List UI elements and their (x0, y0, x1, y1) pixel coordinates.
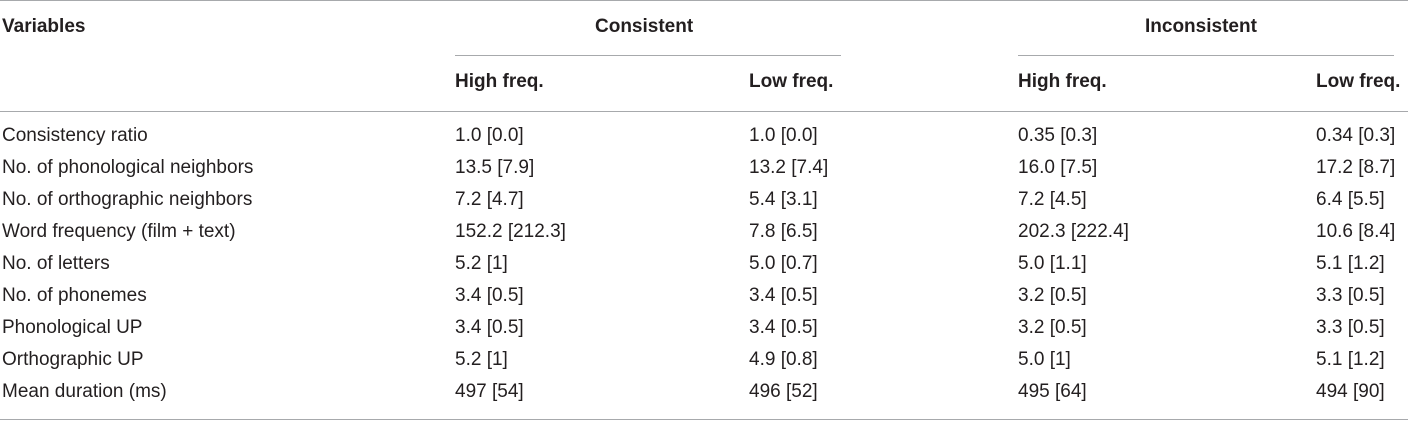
inconsistent-group-header: Inconsistent (1145, 16, 1257, 37)
bottom-rule (0, 419, 1408, 420)
top-rule (0, 0, 1408, 1)
row-label: Orthographic UP (2, 349, 144, 370)
table-cell: 3.3 [0.5] (1316, 285, 1385, 306)
row-label: No. of phonemes (2, 285, 147, 306)
row-label: No. of orthographic neighbors (2, 189, 253, 210)
table-cell: 3.2 [0.5] (1018, 317, 1087, 338)
row-label: Consistency ratio (2, 125, 148, 146)
table-cell: 0.34 [0.3] (1316, 125, 1396, 146)
row-label: Phonological UP (2, 317, 143, 338)
table-cell: 7.2 [4.7] (455, 189, 524, 210)
table-cell: 4.9 [0.8] (749, 349, 818, 370)
inconsistent-group-rule (1018, 55, 1394, 56)
table-cell: 496 [52] (749, 381, 818, 402)
table-cell: 3.4 [0.5] (455, 285, 524, 306)
table-cell: 495 [64] (1018, 381, 1087, 402)
header-rule (0, 111, 1408, 112)
table-cell: 5.0 [1.1] (1018, 253, 1087, 274)
subheader-consistent-low: Low freq. (749, 71, 834, 92)
table-cell: 17.2 [8.7] (1316, 157, 1396, 178)
table-cell: 3.2 [0.5] (1018, 285, 1087, 306)
table-cell: 16.0 [7.5] (1018, 157, 1098, 178)
table-cell: 5.1 [1.2] (1316, 253, 1385, 274)
table-cell: 3.3 [0.5] (1316, 317, 1385, 338)
subheader-inconsistent-low: Low freq. (1316, 71, 1401, 92)
table-cell: 7.2 [4.5] (1018, 189, 1087, 210)
variables-header: Variables (2, 16, 86, 37)
row-label: No. of letters (2, 253, 110, 274)
table-cell: 3.4 [0.5] (455, 317, 524, 338)
row-label: No. of phonological neighbors (2, 157, 254, 178)
row-label: Word frequency (film + text) (2, 221, 236, 242)
table-cell: 5.2 [1] (455, 253, 508, 274)
table-cell: 5.0 [1] (1018, 349, 1071, 370)
table-cell: 10.6 [8.4] (1316, 221, 1396, 242)
table-cell: 0.35 [0.3] (1018, 125, 1098, 146)
table-cell: 1.0 [0.0] (455, 125, 524, 146)
table-cell: 3.4 [0.5] (749, 317, 818, 338)
table-cell: 1.0 [0.0] (749, 125, 818, 146)
table-cell: 5.0 [0.7] (749, 253, 818, 274)
table-cell: 6.4 [5.5] (1316, 189, 1385, 210)
table-cell: 152.2 [212.3] (455, 221, 566, 242)
table-cell: 7.8 [6.5] (749, 221, 818, 242)
table-cell: 13.5 [7.9] (455, 157, 535, 178)
subheader-consistent-high: High freq. (455, 71, 544, 92)
table-cell: 5.1 [1.2] (1316, 349, 1385, 370)
table-cell: 13.2 [7.4] (749, 157, 829, 178)
table-cell: 3.4 [0.5] (749, 285, 818, 306)
table-cell: 494 [90] (1316, 381, 1385, 402)
row-label: Mean duration (ms) (2, 381, 167, 402)
table-cell: 5.4 [3.1] (749, 189, 818, 210)
consistent-group-header: Consistent (595, 16, 694, 37)
table-cell: 202.3 [222.4] (1018, 221, 1129, 242)
subheader-inconsistent-high: High freq. (1018, 71, 1107, 92)
consistent-group-rule (455, 55, 841, 56)
table-cell: 5.2 [1] (455, 349, 508, 370)
table-cell: 497 [54] (455, 381, 524, 402)
